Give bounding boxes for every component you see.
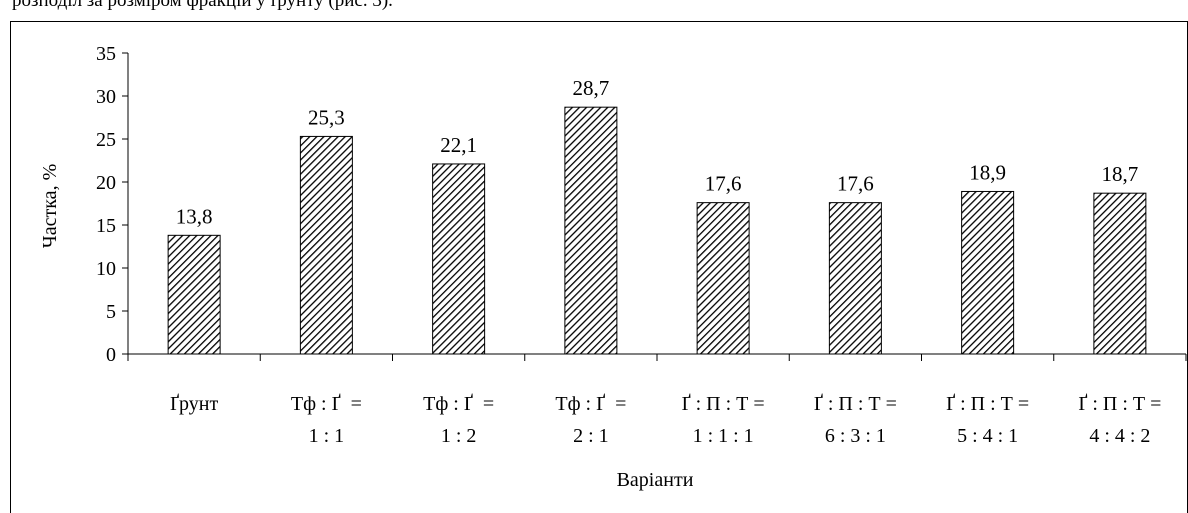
data-label-2: 25,3 bbox=[308, 105, 345, 129]
data-label-3: 22,1 bbox=[440, 133, 477, 157]
x-tick-label-2-line-1: Тф : Ґ = bbox=[291, 392, 362, 415]
y-tick-label: 30 bbox=[96, 86, 116, 108]
x-tick-label-8-line-2: 4 : 4 : 2 bbox=[1089, 425, 1150, 447]
bar-8 bbox=[1093, 192, 1147, 355]
x-tick-label-3-line-2: 1 : 2 bbox=[441, 425, 477, 447]
data-label-1: 13,8 bbox=[176, 204, 213, 228]
y-tick-label: 5 bbox=[106, 301, 116, 323]
x-tick-label-2-line-2: 1 : 1 bbox=[309, 425, 345, 447]
x-tick-label-4-line-1: Тф : Ґ = bbox=[555, 392, 626, 415]
bar-5 bbox=[696, 202, 750, 355]
y-tick-label: 20 bbox=[96, 172, 116, 194]
x-tick-label-6-line-2: 6 : 3 : 1 bbox=[825, 425, 886, 447]
data-label-4: 28,7 bbox=[573, 76, 610, 100]
data-label-7: 18,9 bbox=[969, 160, 1006, 184]
data-label-5: 17,6 bbox=[705, 172, 742, 196]
y-tick-label: 35 bbox=[96, 43, 116, 65]
bar-2 bbox=[299, 135, 353, 355]
x-tick-label-8-line-1: Ґ : П : Т = bbox=[1078, 392, 1161, 415]
x-tick-label-5-line-1: Ґ : П : Т = bbox=[682, 392, 765, 415]
y-tick-label: 0 bbox=[106, 344, 116, 366]
y-tick-label: 15 bbox=[96, 215, 116, 237]
x-tick-label-6-line-1: Ґ : П : Т = bbox=[814, 392, 897, 415]
data-label-8: 18,7 bbox=[1102, 162, 1139, 186]
x-tick-label-3-line-1: Тф : Ґ = bbox=[423, 392, 494, 415]
y-axis-title: Частка, % bbox=[39, 164, 61, 248]
bar-4 bbox=[564, 106, 618, 355]
data-label-6: 17,6 bbox=[837, 172, 874, 196]
x-tick-label-1: Ґрунт bbox=[170, 392, 218, 415]
x-axis-title: Варіанти bbox=[617, 469, 694, 491]
x-tick-label-7-line-1: Ґ : П : Т = bbox=[946, 392, 1029, 415]
bar-1 bbox=[167, 234, 221, 355]
bar-6 bbox=[828, 202, 882, 355]
x-tick-label-7-line-2: 5 : 4 : 1 bbox=[957, 425, 1018, 447]
x-tick-label-5-line-2: 1 : 1 : 1 bbox=[693, 425, 754, 447]
x-tick-label-4-line-2: 2 : 1 bbox=[573, 425, 609, 447]
bar-3 bbox=[432, 163, 486, 355]
y-tick-label: 25 bbox=[96, 129, 116, 151]
plot-area: 0 5 10 15 20 25 30 35 13,8 Ґрунт 25,3 Тф : Ґ = 1 : 1… bbox=[96, 43, 1187, 447]
y-tick-label: 10 bbox=[96, 258, 116, 280]
bar-7 bbox=[961, 190, 1015, 355]
header-text: розподіл за розміром фракцій у ґрунту (р… bbox=[12, 0, 393, 11]
